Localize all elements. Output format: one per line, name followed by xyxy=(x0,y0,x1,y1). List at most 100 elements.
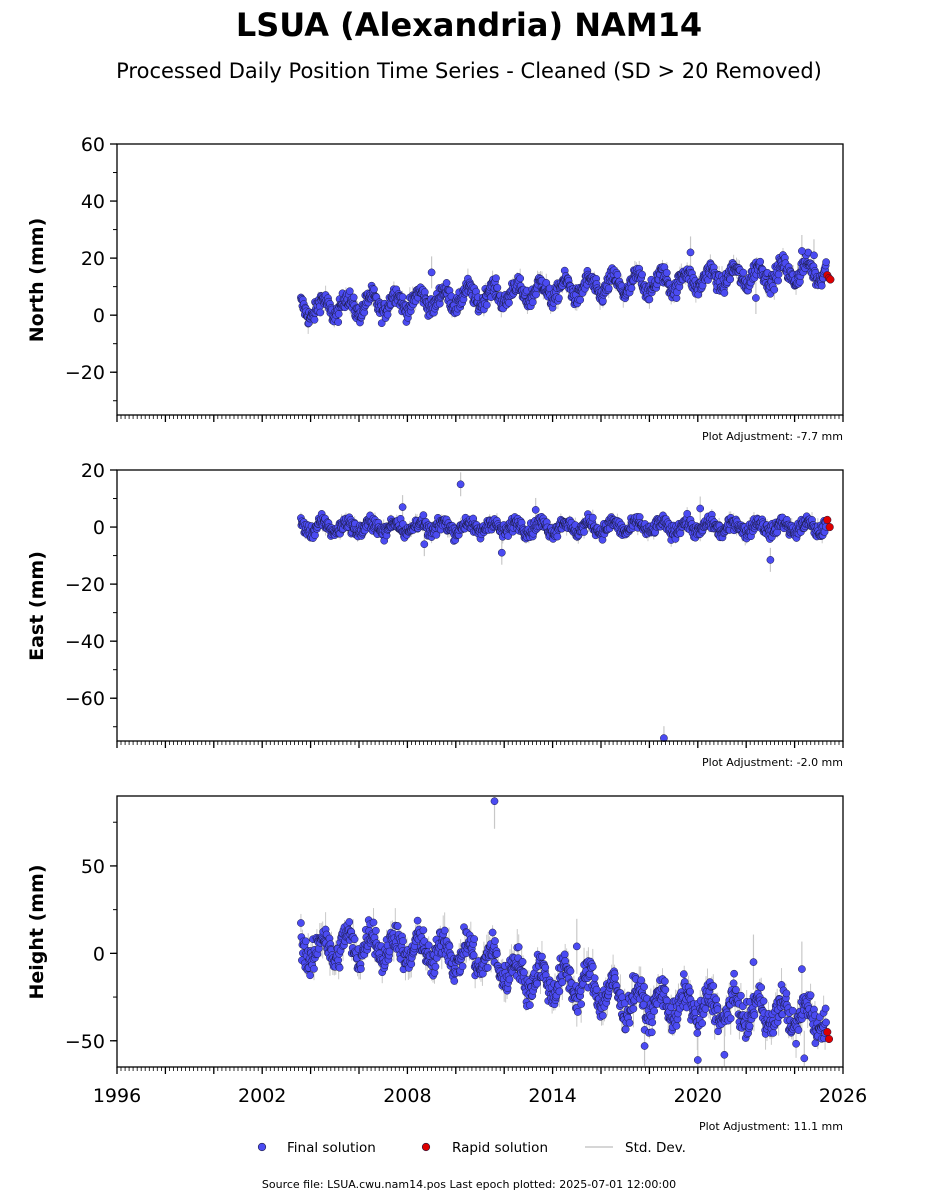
height-final-point xyxy=(306,971,314,980)
height-final-point xyxy=(493,950,501,958)
north-final-point xyxy=(822,258,830,266)
north-final-point xyxy=(810,251,818,260)
height-final-point xyxy=(640,1042,649,1050)
height-final-point xyxy=(759,997,768,1005)
height-final-point xyxy=(566,967,575,976)
height-final-point xyxy=(599,1011,607,1020)
height-final-point xyxy=(419,926,428,935)
north-final-point xyxy=(756,257,765,266)
north-y-tick-label: 60 xyxy=(81,134,105,156)
height-final-point xyxy=(769,1029,778,1037)
height-final-point xyxy=(369,918,378,927)
east-data-layer xyxy=(297,472,834,742)
north-final-point xyxy=(604,284,613,293)
north-plot-adjustment: Plot Adjustment: -7.7 mm xyxy=(702,430,843,443)
north-final-point xyxy=(532,290,540,299)
height-final-point xyxy=(686,987,694,996)
north-final-point xyxy=(638,270,646,279)
height-final-point xyxy=(629,1004,638,1013)
north-final-point xyxy=(516,274,525,283)
height-final-point xyxy=(661,985,670,994)
east-y-tick-label: −40 xyxy=(65,631,105,653)
east-rapid-point xyxy=(823,515,832,524)
height-final-point xyxy=(640,982,648,991)
north-final-point xyxy=(752,294,760,302)
north-final-point xyxy=(345,287,354,296)
height-final-point xyxy=(712,995,721,1004)
height-final-point xyxy=(445,942,454,951)
north-final-point xyxy=(645,295,654,304)
height-final-point xyxy=(490,797,499,806)
east-plot-adjustment: Plot Adjustment: -2.0 mm xyxy=(702,756,843,769)
east-plot-frame xyxy=(116,469,844,742)
height-final-point xyxy=(679,970,688,978)
north-final-point xyxy=(774,270,783,279)
north-final-point xyxy=(505,298,513,307)
height-final-point xyxy=(350,935,359,944)
height-final-point xyxy=(661,977,669,986)
height-final-point xyxy=(491,937,499,945)
north-final-point xyxy=(817,281,826,290)
height-final-point xyxy=(732,986,740,994)
height-final-point xyxy=(399,937,407,945)
north-final-point xyxy=(739,268,748,277)
east-final-point xyxy=(419,511,428,519)
height-final-point xyxy=(440,926,449,935)
height-final-point xyxy=(745,1022,754,1030)
north-final-point xyxy=(576,296,585,304)
north-final-point xyxy=(627,284,636,293)
height-final-point xyxy=(393,922,402,930)
north-final-point xyxy=(542,279,551,287)
east-y-tick-label: −60 xyxy=(65,688,105,710)
height-final-point xyxy=(592,985,601,994)
east-y-label: East (mm) xyxy=(26,551,48,661)
north-final-point xyxy=(528,298,537,307)
height-final-point xyxy=(470,935,479,943)
chart-title: LSUA (Alexandria) NAM14 xyxy=(236,6,702,44)
north-axes: 60 40 20 0 −20 xyxy=(65,134,844,422)
east-final-point xyxy=(456,480,465,489)
east-axes: 20 0 −20 −40 −60 xyxy=(65,460,844,748)
height-final-point xyxy=(310,964,318,973)
north-y-tick-label: 20 xyxy=(81,248,105,270)
height-final-point xyxy=(757,983,766,992)
height-final-point xyxy=(650,1007,659,1015)
chart-subtitle: Processed Daily Position Time Series - C… xyxy=(116,59,822,83)
north-final-point xyxy=(492,274,500,283)
height-final-point xyxy=(424,941,433,950)
panel-height: 500−50 Height (mm) Plot Adjustment: 11.1… xyxy=(26,795,844,1133)
height-final-point xyxy=(794,1026,803,1034)
north-final-point xyxy=(398,293,407,301)
height-final-point xyxy=(505,975,514,984)
east-final-point xyxy=(553,532,562,541)
north-rapid-point xyxy=(826,275,835,284)
height-final-point xyxy=(483,963,492,972)
height-axes: 50 0 −50 xyxy=(65,821,844,1074)
height-y-tick-label: 0 xyxy=(93,943,105,965)
height-final-point xyxy=(648,1018,657,1027)
east-final-point xyxy=(398,503,407,511)
north-final-point xyxy=(726,275,735,284)
height-final-point xyxy=(558,978,567,987)
height-final-point xyxy=(518,957,527,966)
north-y-tick-label: −20 xyxy=(65,362,105,384)
height-final-point xyxy=(345,918,354,926)
height-final-point xyxy=(533,979,541,988)
height-final-point xyxy=(621,1025,630,1034)
height-final-point xyxy=(458,962,467,971)
height-final-point xyxy=(672,1022,681,1030)
north-y-tick-label: 0 xyxy=(93,305,105,327)
height-final-point xyxy=(572,942,581,951)
height-final-point xyxy=(469,951,478,960)
height-final-point xyxy=(709,982,718,990)
height-final-point xyxy=(647,1028,656,1037)
north-final-point xyxy=(383,310,392,319)
height-final-point xyxy=(357,965,365,973)
height-final-point xyxy=(788,1006,797,1015)
height-final-point xyxy=(526,1001,534,1009)
north-final-point xyxy=(370,285,378,294)
height-rapid-point xyxy=(824,1034,834,1044)
north-final-point xyxy=(613,270,622,279)
north-final-point xyxy=(798,247,806,255)
